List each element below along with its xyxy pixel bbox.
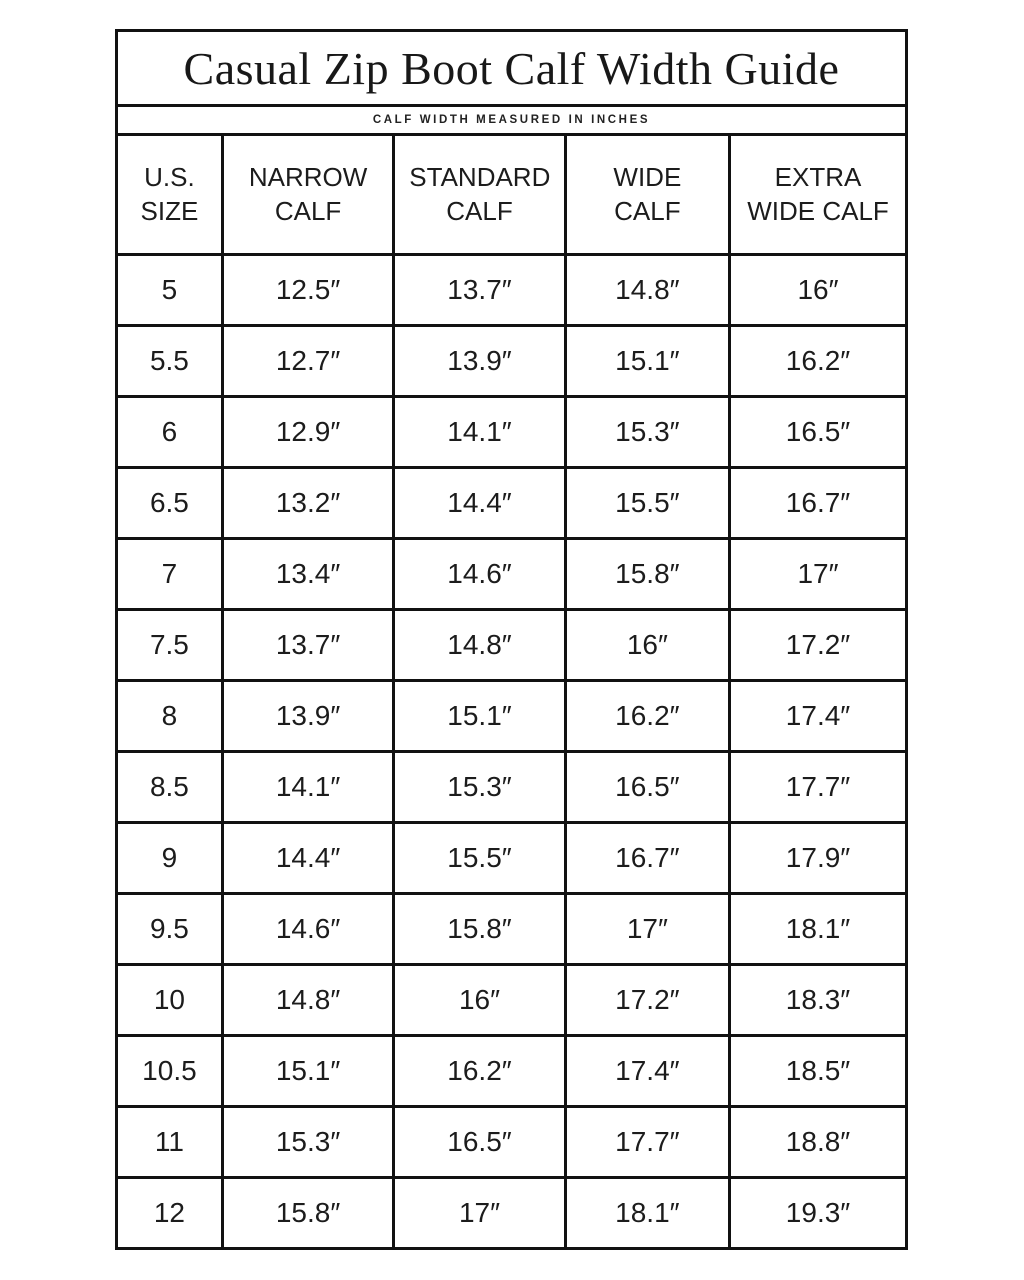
calf-width-cell: 14.1″ bbox=[392, 395, 567, 469]
calf-width-cell: 15.1″ bbox=[220, 1034, 396, 1108]
table-row: 7.5 13.7″ 14.8″ 16″ 17.2″ bbox=[115, 608, 908, 682]
us-size-cell: 8 bbox=[115, 679, 224, 753]
calf-width-guide-card: Casual Zip Boot Calf Width Guide CALF WI… bbox=[115, 29, 908, 1250]
calf-width-cell: 14.1″ bbox=[220, 750, 396, 824]
calf-width-cell: 15.3″ bbox=[563, 395, 732, 469]
column-header-extra-wide-calf: EXTRA WIDE CALF bbox=[728, 133, 908, 256]
table-row: 12 15.8″ 17″ 18.1″ 19.3″ bbox=[115, 1176, 908, 1250]
calf-width-cell: 15.1″ bbox=[392, 679, 567, 753]
calf-width-cell: 14.4″ bbox=[220, 821, 396, 895]
calf-width-cell: 14.8″ bbox=[392, 608, 567, 682]
calf-width-cell: 15.3″ bbox=[392, 750, 567, 824]
calf-width-table: Casual Zip Boot Calf Width Guide CALF WI… bbox=[115, 29, 908, 1250]
subtitle-row: CALF WIDTH MEASURED IN INCHES bbox=[115, 104, 908, 136]
calf-width-cell: 13.2″ bbox=[220, 466, 396, 540]
table-row: 7 13.4″ 14.6″ 15.8″ 17″ bbox=[115, 537, 908, 611]
calf-width-cell: 14.8″ bbox=[563, 253, 732, 327]
calf-width-cell: 18.5″ bbox=[728, 1034, 908, 1108]
calf-width-cell: 14.6″ bbox=[392, 537, 567, 611]
us-size-cell: 11 bbox=[115, 1105, 224, 1179]
calf-width-cell: 16.5″ bbox=[563, 750, 732, 824]
us-size-cell: 9 bbox=[115, 821, 224, 895]
calf-width-cell: 16.5″ bbox=[392, 1105, 567, 1179]
guide-title: Casual Zip Boot Calf Width Guide bbox=[115, 29, 908, 107]
table-row: 8 13.9″ 15.1″ 16.2″ 17.4″ bbox=[115, 679, 908, 753]
us-size-cell: 7.5 bbox=[115, 608, 224, 682]
calf-width-cell: 17.4″ bbox=[563, 1034, 732, 1108]
table-row: 6.5 13.2″ 14.4″ 15.5″ 16.7″ bbox=[115, 466, 908, 540]
calf-width-cell: 17.4″ bbox=[728, 679, 908, 753]
calf-width-cell: 16.7″ bbox=[728, 466, 908, 540]
us-size-cell: 10 bbox=[115, 963, 224, 1037]
calf-width-cell: 15.5″ bbox=[563, 466, 732, 540]
calf-width-cell: 13.9″ bbox=[392, 324, 567, 398]
calf-width-cell: 17.7″ bbox=[563, 1105, 732, 1179]
calf-width-cell: 16.2″ bbox=[392, 1034, 567, 1108]
calf-width-cell: 15.8″ bbox=[220, 1176, 396, 1250]
calf-width-cell: 16″ bbox=[728, 253, 908, 327]
us-size-cell: 7 bbox=[115, 537, 224, 611]
table-row: 9.5 14.6″ 15.8″ 17″ 18.1″ bbox=[115, 892, 908, 966]
calf-width-cell: 19.3″ bbox=[728, 1176, 908, 1250]
calf-width-cell: 18.8″ bbox=[728, 1105, 908, 1179]
calf-width-cell: 18.3″ bbox=[728, 963, 908, 1037]
calf-width-cell: 16.5″ bbox=[728, 395, 908, 469]
calf-width-cell: 13.9″ bbox=[220, 679, 396, 753]
table-row: 11 15.3″ 16.5″ 17.7″ 18.8″ bbox=[115, 1105, 908, 1179]
us-size-cell: 5.5 bbox=[115, 324, 224, 398]
table-body: 5 12.5″ 13.7″ 14.8″ 16″ 5.5 12.7″ 13.9″ 15.1″ 16.… bbox=[115, 253, 908, 1250]
table-row: 8.5 14.1″ 15.3″ 16.5″ 17.7″ bbox=[115, 750, 908, 824]
calf-width-cell: 14.6″ bbox=[220, 892, 396, 966]
column-header-us-size: U.S. SIZE bbox=[115, 133, 224, 256]
us-size-cell: 6.5 bbox=[115, 466, 224, 540]
calf-width-cell: 16″ bbox=[392, 963, 567, 1037]
calf-width-cell: 15.3″ bbox=[220, 1105, 396, 1179]
table-row: 10 14.8″ 16″ 17.2″ 18.3″ bbox=[115, 963, 908, 1037]
us-size-cell: 10.5 bbox=[115, 1034, 224, 1108]
us-size-cell: 5 bbox=[115, 253, 224, 327]
us-size-cell: 8.5 bbox=[115, 750, 224, 824]
column-header-wide-calf: WIDE CALF bbox=[563, 133, 732, 256]
guide-subtitle: CALF WIDTH MEASURED IN INCHES bbox=[115, 104, 908, 136]
calf-width-cell: 17.7″ bbox=[728, 750, 908, 824]
calf-width-cell: 13.7″ bbox=[392, 253, 567, 327]
calf-width-cell: 16.2″ bbox=[563, 679, 732, 753]
calf-width-cell: 16″ bbox=[563, 608, 732, 682]
calf-width-cell: 16.7″ bbox=[563, 821, 732, 895]
table-row: 9 14.4″ 15.5″ 16.7″ 17.9″ bbox=[115, 821, 908, 895]
table-row: 5.5 12.7″ 13.9″ 15.1″ 16.2″ bbox=[115, 324, 908, 398]
title-row: Casual Zip Boot Calf Width Guide bbox=[115, 29, 908, 107]
calf-width-cell: 14.8″ bbox=[220, 963, 396, 1037]
calf-width-cell: 15.8″ bbox=[392, 892, 567, 966]
calf-width-cell: 13.4″ bbox=[220, 537, 396, 611]
calf-width-cell: 17″ bbox=[728, 537, 908, 611]
calf-width-cell: 12.7″ bbox=[220, 324, 396, 398]
column-header-standard-calf: STANDARD CALF bbox=[392, 133, 567, 256]
calf-width-cell: 17″ bbox=[563, 892, 732, 966]
calf-width-cell: 13.7″ bbox=[220, 608, 396, 682]
table-row: 5 12.5″ 13.7″ 14.8″ 16″ bbox=[115, 253, 908, 327]
calf-width-cell: 18.1″ bbox=[563, 1176, 732, 1250]
calf-width-cell: 18.1″ bbox=[728, 892, 908, 966]
column-header-narrow-calf: NARROW CALF bbox=[220, 133, 396, 256]
calf-width-cell: 15.8″ bbox=[563, 537, 732, 611]
calf-width-cell: 17.2″ bbox=[563, 963, 732, 1037]
column-header-row: U.S. SIZE NARROW CALF STANDARD CALF WIDE… bbox=[115, 133, 908, 256]
calf-width-cell: 15.1″ bbox=[563, 324, 732, 398]
us-size-cell: 12 bbox=[115, 1176, 224, 1250]
calf-width-cell: 15.5″ bbox=[392, 821, 567, 895]
table-row: 10.5 15.1″ 16.2″ 17.4″ 18.5″ bbox=[115, 1034, 908, 1108]
table-row: 6 12.9″ 14.1″ 15.3″ 16.5″ bbox=[115, 395, 908, 469]
calf-width-cell: 17″ bbox=[392, 1176, 567, 1250]
us-size-cell: 6 bbox=[115, 395, 224, 469]
us-size-cell: 9.5 bbox=[115, 892, 224, 966]
calf-width-cell: 16.2″ bbox=[728, 324, 908, 398]
calf-width-cell: 14.4″ bbox=[392, 466, 567, 540]
calf-width-cell: 12.9″ bbox=[220, 395, 396, 469]
calf-width-cell: 12.5″ bbox=[220, 253, 396, 327]
calf-width-cell: 17.2″ bbox=[728, 608, 908, 682]
calf-width-cell: 17.9″ bbox=[728, 821, 908, 895]
